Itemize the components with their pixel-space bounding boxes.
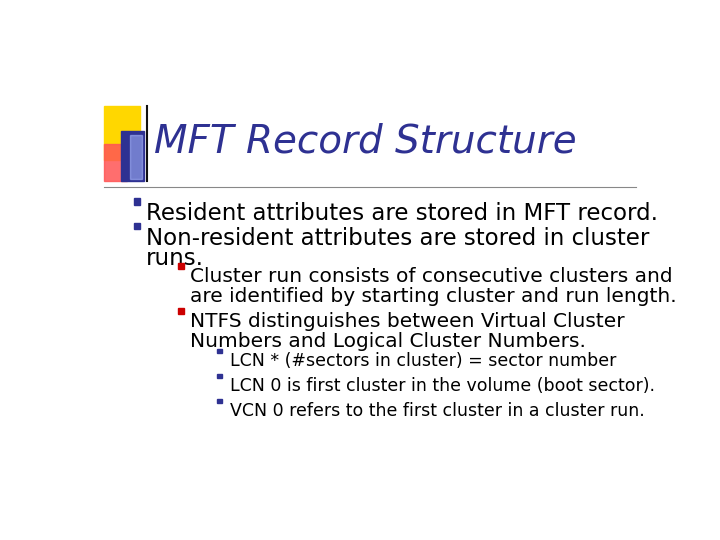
Text: are identified by starting cluster and run length.: are identified by starting cluster and r… (190, 287, 677, 306)
Text: Resident attributes are stored in MFT record.: Resident attributes are stored in MFT re… (145, 202, 658, 225)
Bar (133, 223, 140, 230)
Bar (217, 374, 222, 379)
Text: Cluster run consists of consecutive clusters and: Cluster run consists of consecutive clus… (190, 267, 673, 286)
Bar (104, 144, 127, 181)
Bar (178, 308, 184, 314)
Bar (121, 131, 144, 181)
Text: VCN 0 refers to the first cluster in a cluster run.: VCN 0 refers to the first cluster in a c… (230, 402, 644, 420)
Bar (104, 106, 140, 160)
Text: runs.: runs. (145, 247, 204, 270)
Bar (133, 198, 140, 205)
Text: NTFS distinguishes between Virtual Cluster: NTFS distinguishes between Virtual Clust… (190, 312, 625, 331)
Text: MFT Record Structure: MFT Record Structure (154, 123, 577, 161)
Text: Non-resident attributes are stored in cluster: Non-resident attributes are stored in cl… (145, 227, 649, 250)
Text: LCN * (#sectors in cluster) = sector number: LCN * (#sectors in cluster) = sector num… (230, 352, 616, 370)
Text: LCN 0 is first cluster in the volume (boot sector).: LCN 0 is first cluster in the volume (bo… (230, 377, 654, 395)
Bar (178, 264, 184, 269)
Text: Numbers and Logical Cluster Numbers.: Numbers and Logical Cluster Numbers. (190, 332, 586, 351)
Bar (217, 349, 222, 353)
Bar (130, 136, 143, 179)
Bar (217, 399, 222, 403)
